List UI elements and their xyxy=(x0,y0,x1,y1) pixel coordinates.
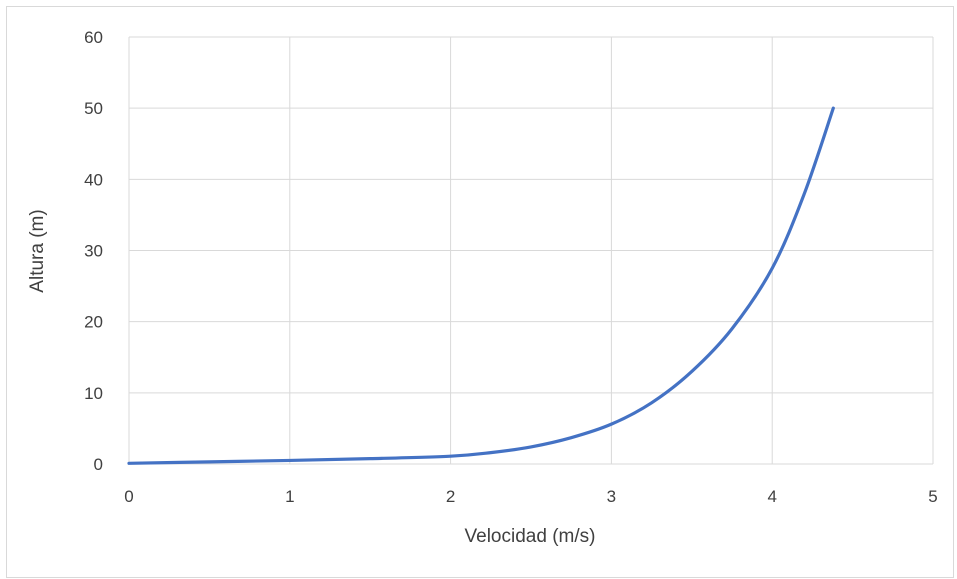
y-tick-label: 10 xyxy=(84,384,103,403)
x-tick-label: 5 xyxy=(928,487,937,506)
x-tick-label: 1 xyxy=(285,487,294,506)
grid-lines xyxy=(128,36,934,465)
x-tick-label: 3 xyxy=(607,487,616,506)
x-tick-label: 0 xyxy=(124,487,133,506)
x-axis-title: Velocidad (m/s) xyxy=(465,526,596,547)
y-tick-label: 60 xyxy=(84,28,103,47)
y-tick-label: 0 xyxy=(94,455,103,474)
x-tick-label: 2 xyxy=(446,487,455,506)
y-tick-label: 50 xyxy=(84,99,103,118)
series-layer xyxy=(127,106,835,465)
series-line xyxy=(127,106,835,465)
x-tick-label: 4 xyxy=(767,487,776,506)
y-tick-label: 20 xyxy=(84,313,103,332)
x-tick-labels: 0 1 2 3 4 5 xyxy=(124,487,937,506)
chart-frame xyxy=(6,6,954,578)
y-tick-labels: 0 10 20 30 40 50 60 xyxy=(84,28,103,474)
y-tick-label: 40 xyxy=(84,170,103,189)
y-axis-title: Altura (m) xyxy=(27,209,48,292)
y-tick-label: 30 xyxy=(84,242,103,261)
